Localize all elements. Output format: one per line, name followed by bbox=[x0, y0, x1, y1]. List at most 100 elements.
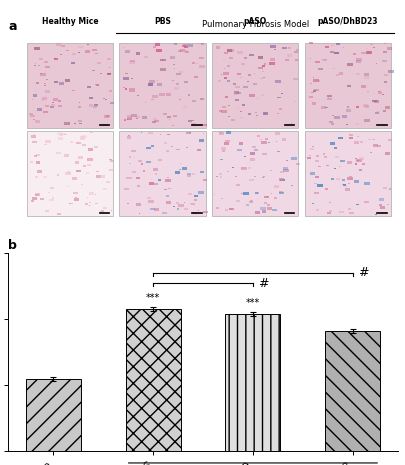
Bar bbox=[272, 209, 276, 211]
Bar bbox=[124, 88, 127, 90]
Bar bbox=[372, 47, 374, 48]
Bar bbox=[309, 58, 310, 59]
Bar bbox=[266, 207, 271, 210]
Bar bbox=[58, 137, 63, 140]
Bar bbox=[246, 81, 249, 82]
Bar bbox=[203, 211, 207, 213]
Bar bbox=[152, 168, 158, 171]
Bar bbox=[219, 110, 222, 112]
Bar bbox=[248, 54, 253, 56]
Bar bbox=[77, 156, 83, 159]
Bar bbox=[131, 150, 135, 152]
Bar bbox=[75, 161, 79, 164]
Bar bbox=[165, 179, 170, 182]
Bar bbox=[219, 173, 222, 175]
Bar bbox=[173, 87, 179, 90]
Bar bbox=[140, 161, 141, 162]
Bar bbox=[191, 173, 195, 175]
Bar bbox=[282, 169, 288, 172]
Bar bbox=[160, 60, 164, 61]
Bar bbox=[249, 94, 254, 97]
Bar bbox=[333, 168, 335, 169]
Bar bbox=[237, 73, 240, 75]
Bar bbox=[188, 193, 192, 195]
Bar bbox=[329, 142, 335, 145]
Bar bbox=[198, 43, 200, 44]
Bar bbox=[79, 102, 80, 103]
Bar bbox=[274, 132, 279, 134]
Bar bbox=[70, 141, 73, 143]
Bar bbox=[334, 147, 337, 149]
Bar bbox=[29, 113, 33, 115]
Bar bbox=[56, 174, 59, 176]
Bar bbox=[295, 49, 298, 51]
Bar bbox=[82, 135, 86, 138]
Bar bbox=[237, 149, 241, 151]
Bar bbox=[87, 158, 93, 161]
Bar bbox=[260, 139, 262, 140]
Bar bbox=[69, 52, 71, 53]
Bar bbox=[152, 95, 158, 98]
Bar bbox=[381, 60, 386, 62]
Bar bbox=[180, 49, 184, 52]
Bar bbox=[241, 167, 245, 169]
Bar bbox=[45, 140, 51, 143]
Bar bbox=[315, 155, 318, 157]
Bar bbox=[224, 209, 228, 211]
Bar bbox=[197, 149, 200, 152]
Bar bbox=[43, 111, 48, 113]
Bar bbox=[379, 206, 384, 209]
Bar bbox=[94, 146, 98, 148]
Bar bbox=[123, 120, 126, 121]
Bar bbox=[162, 212, 166, 214]
Bar bbox=[346, 106, 348, 107]
Bar bbox=[241, 193, 243, 194]
Bar bbox=[243, 86, 247, 88]
Bar bbox=[224, 96, 228, 98]
Bar bbox=[221, 110, 226, 113]
Bar bbox=[54, 58, 58, 60]
Bar bbox=[334, 156, 338, 158]
Bar bbox=[202, 179, 207, 181]
Bar bbox=[332, 68, 335, 69]
Bar bbox=[257, 66, 262, 69]
Bar bbox=[57, 213, 61, 215]
Bar bbox=[158, 159, 162, 161]
Bar bbox=[347, 183, 350, 184]
Bar bbox=[313, 183, 316, 185]
Bar bbox=[386, 204, 388, 205]
Bar bbox=[165, 195, 169, 197]
Bar bbox=[311, 102, 316, 105]
Bar bbox=[269, 58, 275, 61]
Bar bbox=[102, 207, 107, 209]
Bar bbox=[214, 194, 215, 195]
Bar bbox=[136, 53, 140, 55]
Bar bbox=[193, 76, 198, 78]
Bar bbox=[325, 107, 327, 108]
Bar bbox=[369, 44, 372, 45]
Bar bbox=[31, 135, 36, 138]
Bar bbox=[54, 58, 56, 59]
Bar bbox=[309, 172, 315, 175]
Bar bbox=[59, 82, 64, 85]
Bar bbox=[107, 58, 111, 60]
Bar bbox=[211, 131, 298, 216]
Bar bbox=[35, 120, 40, 123]
Bar bbox=[247, 113, 251, 115]
Bar bbox=[66, 50, 68, 52]
Bar bbox=[183, 46, 188, 48]
Bar bbox=[106, 115, 110, 117]
Bar bbox=[317, 166, 320, 167]
Bar bbox=[196, 63, 198, 64]
Bar bbox=[73, 192, 77, 194]
Bar bbox=[296, 163, 300, 165]
Bar bbox=[156, 49, 161, 52]
Bar bbox=[315, 176, 318, 178]
Bar bbox=[337, 137, 342, 139]
Bar bbox=[127, 117, 132, 120]
Bar bbox=[202, 124, 206, 126]
Bar bbox=[325, 165, 328, 166]
Bar bbox=[223, 73, 228, 75]
Bar bbox=[306, 157, 310, 159]
Bar bbox=[377, 199, 383, 201]
